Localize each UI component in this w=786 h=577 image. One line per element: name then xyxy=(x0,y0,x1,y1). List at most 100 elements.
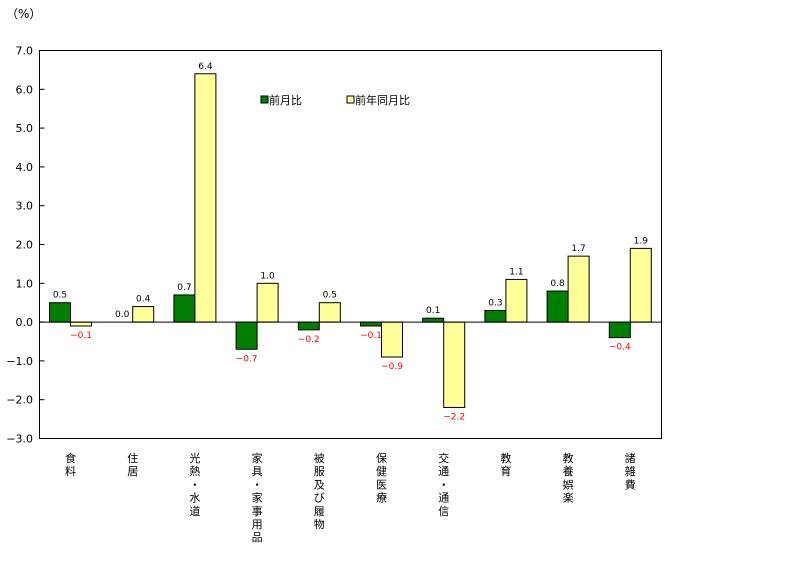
value-label: 0.5 xyxy=(323,291,337,301)
y-tick-label: 0.0 xyxy=(16,316,34,329)
category-label: 光熱・水道 xyxy=(189,451,200,518)
svg-text:諸: 諸 xyxy=(625,451,636,465)
category-label: 交通・通信 xyxy=(438,451,449,518)
unit-label: （%） xyxy=(6,7,41,21)
legend: 前月比 前年同月比 xyxy=(260,93,410,107)
legend-swatch-mom xyxy=(260,95,269,104)
legend-swatch-yoy xyxy=(346,95,355,104)
category-label: 諸雑費 xyxy=(625,451,636,491)
svg-text:居: 居 xyxy=(127,465,138,478)
y-tick-label: 7.0 xyxy=(16,45,34,58)
bar-yoy xyxy=(132,306,155,323)
svg-text:料: 料 xyxy=(65,464,76,478)
svg-text:保: 保 xyxy=(376,451,387,465)
svg-text:楽: 楽 xyxy=(563,492,574,505)
legend-label-mom: 前月比 xyxy=(269,93,302,107)
y-tick-label: −3.0 xyxy=(6,433,33,446)
value-label: 1.9 xyxy=(634,236,649,246)
svg-text:信: 信 xyxy=(438,505,449,518)
bar-yoy xyxy=(70,321,92,327)
value-label: 0.5 xyxy=(53,291,67,301)
bar-yoy xyxy=(567,255,590,323)
category-label: 食料 xyxy=(65,451,76,478)
bar-mom xyxy=(173,294,196,323)
value-label: −0.7 xyxy=(236,354,258,364)
y-tick-label: 5.0 xyxy=(16,122,34,135)
value-label: 0.3 xyxy=(488,298,502,308)
svg-text:教: 教 xyxy=(500,452,511,465)
value-label: 6.4 xyxy=(198,62,213,72)
svg-text:・: ・ xyxy=(189,478,200,491)
bar-yoy xyxy=(318,302,341,323)
bar-mom xyxy=(484,309,507,323)
category-label: 教育 xyxy=(500,452,511,478)
svg-text:び: び xyxy=(314,492,325,505)
bar-yoy xyxy=(505,278,528,323)
svg-text:被: 被 xyxy=(314,452,325,465)
svg-text:交: 交 xyxy=(438,451,449,465)
y-tick-label: 1.0 xyxy=(16,277,34,290)
y-tick-label: 3.0 xyxy=(16,200,34,213)
value-label: −0.1 xyxy=(360,331,382,341)
value-label: 1.0 xyxy=(260,271,275,281)
value-label: −0.9 xyxy=(381,362,403,372)
svg-text:・: ・ xyxy=(438,478,449,491)
svg-text:雑: 雑 xyxy=(625,464,636,478)
value-label: 1.7 xyxy=(571,244,585,254)
bar-mom xyxy=(297,321,320,331)
value-label: −0.1 xyxy=(70,331,92,341)
svg-text:健: 健 xyxy=(376,465,387,478)
svg-text:水: 水 xyxy=(189,492,200,505)
svg-text:療: 療 xyxy=(376,491,387,505)
bar-yoy xyxy=(629,247,652,323)
svg-text:道: 道 xyxy=(189,504,200,518)
bar-yoy xyxy=(256,282,279,323)
value-label: −0.2 xyxy=(298,335,320,345)
bar-mom xyxy=(235,321,258,350)
svg-text:物: 物 xyxy=(314,517,325,531)
svg-text:具: 具 xyxy=(252,465,263,478)
svg-text:家: 家 xyxy=(252,451,263,465)
svg-text:食: 食 xyxy=(65,451,76,465)
svg-text:服: 服 xyxy=(314,465,325,478)
value-label: −0.4 xyxy=(609,343,631,353)
svg-text:育: 育 xyxy=(500,464,511,478)
y-axis: 7.0 6.0 5.0 4.0 3.0 2.0 1.0 0.0 −1.0 −2.0 −3.0 xyxy=(6,45,45,446)
svg-text:履: 履 xyxy=(314,505,325,518)
svg-text:教: 教 xyxy=(563,452,574,465)
y-tick-label: 4.0 xyxy=(16,161,34,174)
svg-text:通: 通 xyxy=(438,492,449,505)
svg-text:品: 品 xyxy=(252,531,263,544)
value-label: 1.1 xyxy=(509,267,523,277)
svg-text:事: 事 xyxy=(252,505,263,518)
bar-mom xyxy=(546,290,569,323)
svg-text:娯: 娯 xyxy=(563,477,574,491)
svg-text:医: 医 xyxy=(376,478,387,491)
bar-mom xyxy=(49,302,71,323)
value-label: 0.8 xyxy=(550,279,565,289)
category-label: 住居 xyxy=(127,451,138,478)
bar-yoy xyxy=(194,73,217,323)
svg-text:光: 光 xyxy=(189,451,200,465)
value-label: 0.0 xyxy=(115,310,130,320)
bar-mom xyxy=(608,321,631,339)
y-tick-label: 2.0 xyxy=(16,239,34,252)
svg-text:住: 住 xyxy=(127,451,138,465)
value-labels: 0.5 −0.1 0.0 0.4 0.7 6.4 −0.7 1.0 −0.2 0.5 −0.1 −0.… xyxy=(53,62,648,423)
y-tick-label: 6.0 xyxy=(16,83,34,96)
legend-label-yoy: 前年同月比 xyxy=(355,93,410,107)
svg-text:養: 養 xyxy=(563,464,574,478)
value-label: −2.2 xyxy=(443,412,465,422)
plot-area xyxy=(39,50,662,439)
bar-yoy xyxy=(381,321,403,358)
svg-text:家: 家 xyxy=(252,491,263,505)
value-label: 0.1 xyxy=(426,306,440,316)
svg-text:用: 用 xyxy=(252,518,263,531)
svg-text:・: ・ xyxy=(252,478,263,491)
